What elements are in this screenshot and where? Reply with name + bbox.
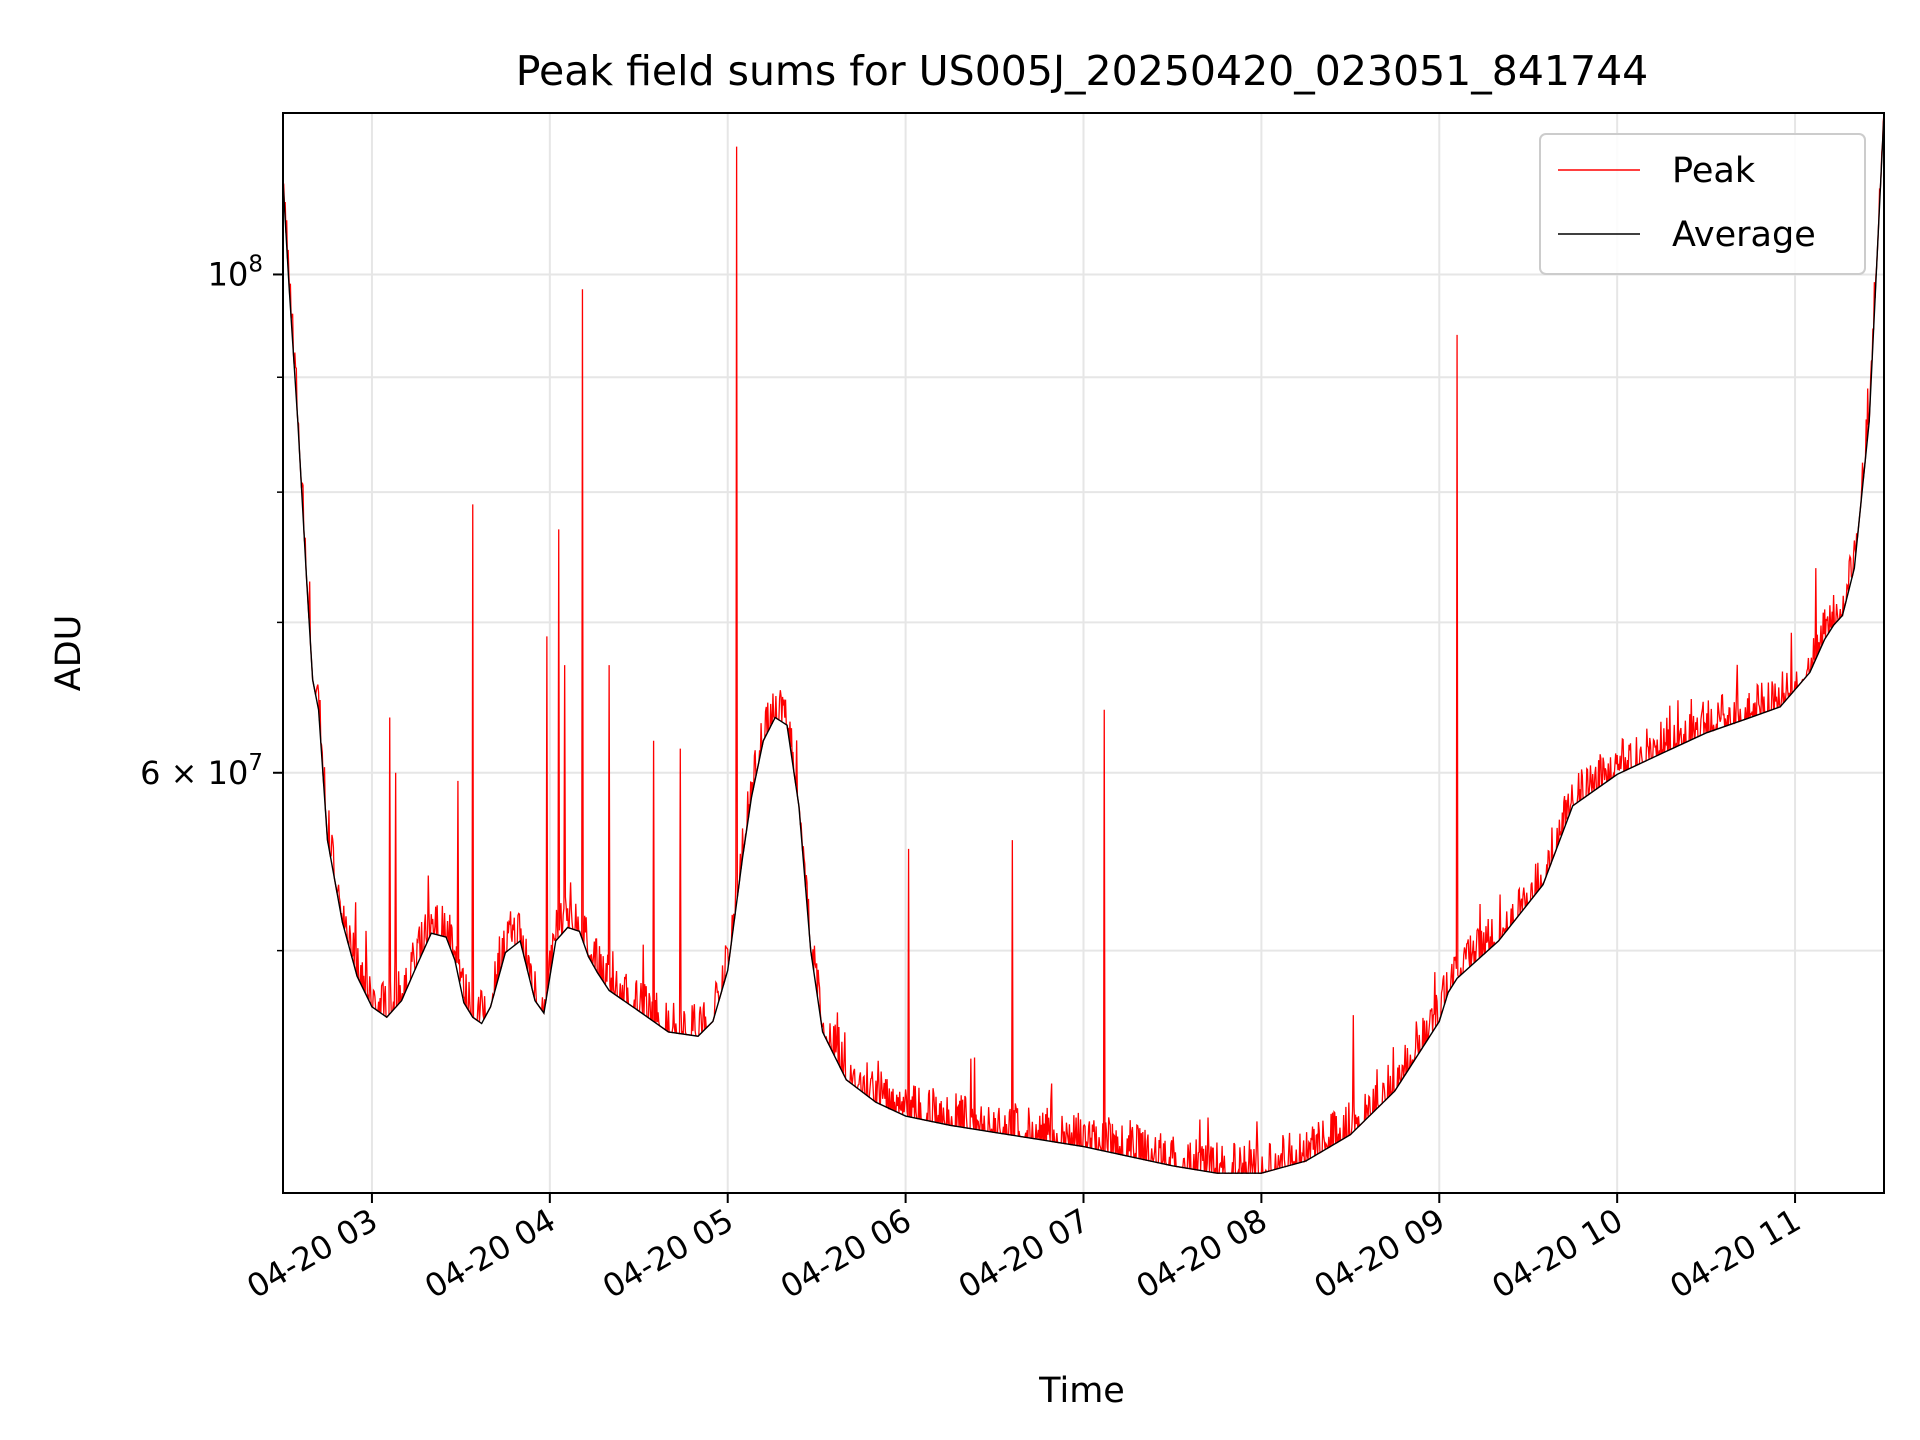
y-tick-label-prefix: 6 × xyxy=(140,754,208,792)
x-axis-label: Time xyxy=(1038,1371,1125,1411)
legend-label-average: Average xyxy=(1672,215,1816,255)
grid xyxy=(283,113,1884,1193)
y-tick-label-base: 10 xyxy=(208,754,249,792)
y-tick-label-exponent: 7 xyxy=(248,750,263,776)
y-tick-label-base: 10 xyxy=(208,255,249,293)
plot-area xyxy=(282,112,1885,1194)
legend: Peak Average xyxy=(1539,133,1866,275)
series-layer xyxy=(283,113,1884,1174)
y-axis-label: ADU xyxy=(49,615,89,692)
legend-label-peak: Peak xyxy=(1672,151,1756,191)
legend-box xyxy=(1539,133,1866,275)
y-tick-label: 108 xyxy=(208,251,263,293)
series-average-line xyxy=(283,113,1884,1174)
chart-title: Peak field sums for US005J_20250420_0230… xyxy=(516,47,1649,95)
y-tick-label: 6 × 107 xyxy=(140,750,263,792)
y-tick-label-exponent: 8 xyxy=(248,251,263,277)
series-peak-line xyxy=(283,113,1884,1174)
